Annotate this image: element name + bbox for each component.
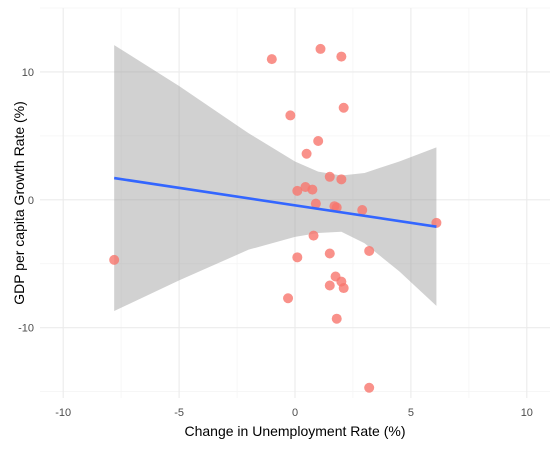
- data-point: [285, 110, 296, 121]
- fit-line-layer: [113, 176, 437, 228]
- data-point: [313, 135, 324, 146]
- data-point: [307, 184, 318, 195]
- y-tick-label: 0: [28, 195, 34, 207]
- data-point: [357, 205, 368, 216]
- y-tick-labels: -10 0 10: [18, 67, 34, 335]
- x-axis-title: Change in Unemployment Rate (%): [185, 423, 406, 439]
- data-point: [292, 185, 303, 196]
- confidence-band-layer: [114, 45, 437, 312]
- y-tick-label: -10: [18, 323, 34, 335]
- data-point: [109, 254, 120, 265]
- grid: [40, 7, 550, 398]
- y-axis-title: GDP per capita Growth Rate (%): [11, 101, 27, 305]
- data-point: [283, 293, 294, 304]
- data-point: [324, 248, 335, 259]
- data-point: [364, 245, 375, 256]
- data-point: [266, 54, 277, 65]
- data-point: [336, 51, 347, 62]
- regression-line: [113, 176, 437, 228]
- data-point: [315, 43, 326, 54]
- data-point: [364, 382, 375, 393]
- data-point: [310, 198, 321, 209]
- x-tick-labels: -10 -5 0 5 10: [55, 407, 533, 419]
- confidence-band: [114, 45, 437, 312]
- data-point: [338, 283, 349, 294]
- x-tick-label: 10: [521, 407, 533, 419]
- data-point: [301, 148, 312, 159]
- data-point: [338, 102, 349, 113]
- x-tick-label: -10: [55, 407, 71, 419]
- data-point: [324, 171, 335, 182]
- points-layer: [109, 43, 442, 393]
- data-point: [324, 280, 335, 291]
- x-tick-label: 5: [408, 407, 414, 419]
- x-tick-label: -5: [174, 407, 184, 419]
- data-point: [331, 313, 342, 324]
- data-point: [336, 174, 347, 185]
- data-point: [292, 252, 303, 263]
- x-tick-label: 0: [292, 407, 298, 419]
- data-point: [308, 230, 319, 241]
- y-tick-label: 10: [22, 67, 34, 79]
